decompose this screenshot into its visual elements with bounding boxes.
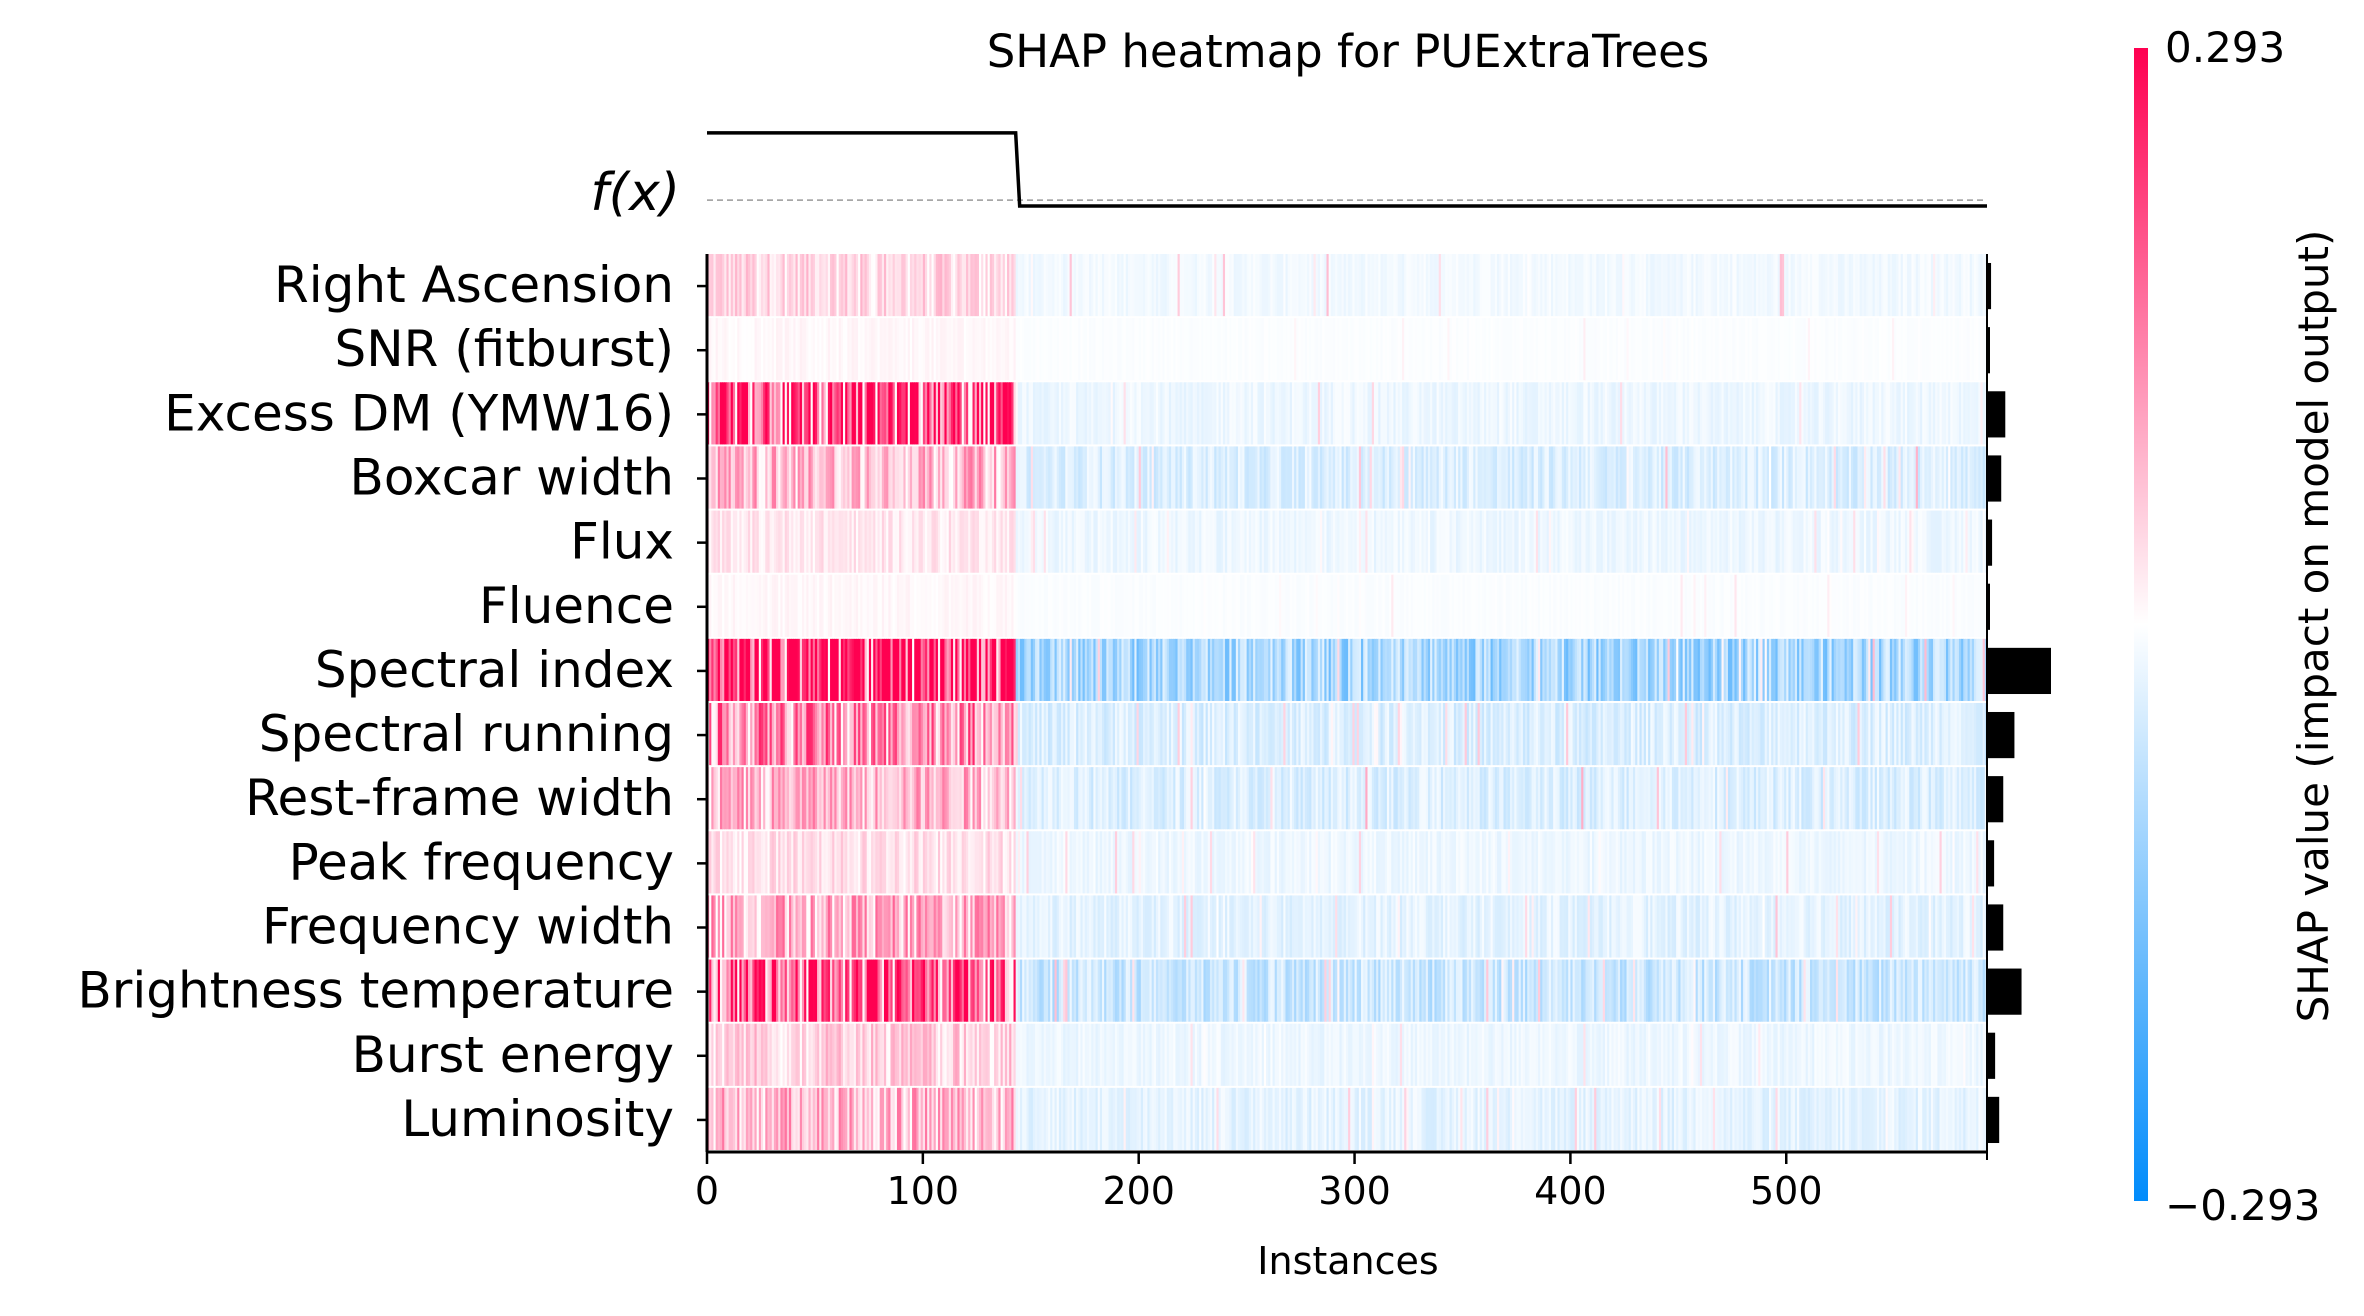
fx-line <box>707 133 1987 206</box>
heatmap <box>707 254 1988 1150</box>
heatmap-row <box>707 639 1988 701</box>
heatmap-row <box>707 703 1988 765</box>
heatmap-row <box>707 318 1988 380</box>
chart-title: SHAP heatmap for PUExtraTrees <box>987 25 1710 78</box>
heatmap-row <box>707 511 1988 573</box>
fx-label: f(x) <box>590 163 680 223</box>
heatmap-row <box>707 254 1988 316</box>
heatmap-row <box>707 767 1988 829</box>
heatmap-row <box>707 575 1988 637</box>
fx-panel: f(x) <box>590 133 1987 223</box>
heatmap-row <box>707 446 1988 508</box>
heatmap-row <box>707 382 1988 444</box>
